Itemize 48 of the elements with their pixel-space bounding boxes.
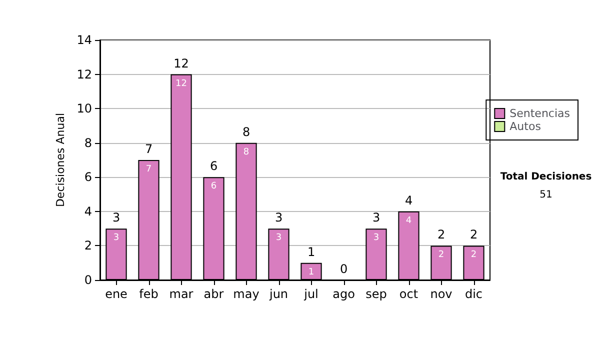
x-tick-label: jun (268, 287, 288, 301)
total-label: 6 (210, 159, 218, 174)
data-label: 7 (146, 164, 152, 174)
data-label: 3 (276, 233, 282, 244)
y-tick-label: 0 (84, 273, 92, 287)
total-label: 0 (340, 262, 348, 276)
total-label: 3 (112, 210, 120, 225)
data-label: 12 (176, 78, 187, 89)
x-tick-label: feb (139, 287, 158, 301)
x-tick-label: mar (169, 287, 194, 301)
total-label: 4 (404, 193, 413, 208)
y-tick-label: 4 (84, 204, 92, 218)
total-label: 2 (437, 228, 446, 242)
x-tick-label: sep (366, 287, 387, 301)
total-label: 8 (242, 124, 250, 139)
total-label: 7 (144, 142, 153, 156)
total-label: 1 (307, 244, 316, 259)
text: 51 (540, 190, 552, 200)
y-axis-title: Decisiones Anual (54, 112, 67, 208)
legend-label: Autos (510, 120, 542, 133)
y-tick-label: 6 (84, 170, 92, 184)
data-label: 3 (373, 233, 380, 244)
y-tick-label: 2 (84, 238, 92, 253)
total-label: 3 (274, 210, 283, 225)
x-tick-label: abr (204, 287, 224, 301)
data-label: 1 (308, 267, 314, 278)
data-label: 4 (406, 216, 412, 226)
x-tick-label: oct (399, 287, 418, 301)
data-label: 8 (243, 147, 250, 158)
data-label: 3 (113, 233, 120, 244)
data-label: 6 (210, 182, 217, 192)
total-label: 12 (174, 56, 189, 70)
total-label: 2 (470, 228, 478, 242)
x-tick-label: may (233, 287, 260, 301)
x-tick-label: ago (332, 287, 355, 301)
legend-label: Sentencias (510, 107, 570, 120)
data-label: 2 (438, 250, 444, 260)
x-tick-label: nov (430, 287, 452, 301)
x-tick-label: dic (464, 287, 483, 301)
y-tick-label: 14 (76, 33, 92, 47)
total-label: 3 (372, 210, 380, 225)
text: Total Decisiones (500, 172, 592, 182)
y-tick-label: 10 (76, 102, 92, 116)
y-tick-label: 8 (84, 136, 92, 150)
x-tick-label: jul (303, 287, 318, 301)
x-tick-label: ene (105, 287, 128, 301)
y-tick-label: 12 (76, 67, 92, 82)
data-label: 2 (470, 250, 477, 260)
